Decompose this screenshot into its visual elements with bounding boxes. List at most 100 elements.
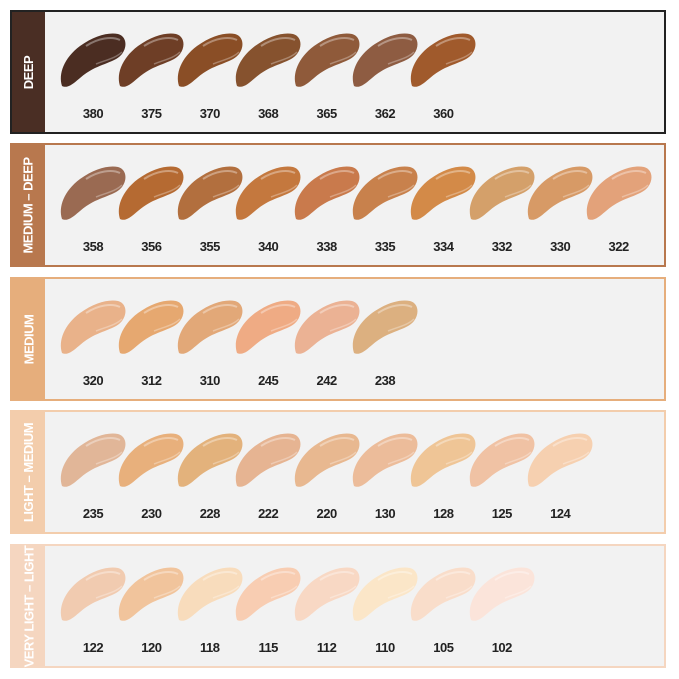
shade-swatch[interactable]: 230 [114, 428, 184, 523]
group-label-text: DEEP [21, 55, 36, 89]
shade-swatch[interactable]: 368 [231, 28, 301, 123]
shade-swatch[interactable]: 220 [290, 428, 360, 523]
shade-code: 370 [199, 106, 221, 121]
shade-swatch[interactable]: 330 [523, 161, 593, 256]
shade-swatch[interactable]: 380 [56, 28, 126, 123]
shade-swatch[interactable]: 356 [114, 161, 184, 256]
shade-swatch[interactable]: 124 [523, 428, 593, 523]
swatch-smear [294, 300, 360, 354]
shade-swatch[interactable]: 120 [114, 562, 184, 657]
group-label-text: LIGHT – MEDIUM [21, 422, 37, 522]
shade-code: 118 [200, 640, 220, 655]
shade-swatch[interactable]: 340 [231, 161, 301, 256]
shade-swatch[interactable]: 360 [406, 28, 476, 123]
group-label: MEDIUM [12, 279, 45, 399]
shade-code: 332 [491, 239, 513, 254]
shade-swatch[interactable]: 128 [406, 428, 476, 523]
shade-code: 220 [316, 506, 337, 521]
shade-group: DEEP 380 375 370 368 365 362 360 [10, 10, 666, 134]
swatch-smear [411, 166, 476, 220]
shade-code: 115 [258, 640, 278, 655]
shade-code: 330 [550, 239, 571, 254]
shade-group: MEDIUM 320 312 310 245 242 238 [10, 277, 666, 401]
shade-swatch[interactable]: 110 [348, 562, 418, 657]
swatch-smear [119, 33, 184, 87]
swatch-smear [60, 33, 126, 87]
swatch-smear [352, 166, 418, 220]
shade-swatch[interactable]: 102 [465, 562, 535, 657]
shade-swatch[interactable]: 320 [56, 295, 126, 390]
swatch-smear [352, 300, 418, 354]
shade-swatch[interactable]: 362 [348, 28, 418, 123]
shade-swatch[interactable]: 125 [465, 428, 535, 523]
shade-swatch[interactable]: 242 [290, 295, 360, 390]
shade-code: 235 [82, 506, 104, 521]
swatch-smear [352, 433, 418, 487]
shade-code: 120 [141, 640, 162, 655]
shade-swatch[interactable]: 228 [173, 428, 243, 523]
shade-code: 322 [608, 239, 629, 254]
shade-swatch[interactable]: 235 [56, 428, 126, 523]
swatch-smear [411, 567, 476, 621]
shade-group: MEDIUM – DEEP 358 356 355 340 338 335 334 332 330… [10, 143, 666, 267]
shade-code: 356 [141, 239, 162, 254]
swatch-smear [177, 166, 243, 220]
shade-swatch[interactable]: 115 [231, 562, 301, 657]
shade-code: 238 [374, 373, 396, 388]
shade-code: 105 [433, 640, 454, 655]
shade-code: 358 [82, 239, 104, 254]
shade-code: 128 [433, 506, 454, 521]
swatch-smear [119, 166, 184, 220]
swatch-smear [119, 300, 184, 354]
group-label-text: MEDIUM [21, 314, 36, 364]
shade-swatch[interactable]: 222 [231, 428, 301, 523]
swatch-smear [177, 567, 243, 621]
shade-code: 312 [141, 373, 162, 388]
group-label: MEDIUM – DEEP [12, 145, 45, 265]
shade-swatch[interactable]: 322 [582, 161, 652, 256]
swatch-smear [352, 567, 418, 621]
group-label: LIGHT – MEDIUM [12, 412, 45, 532]
shade-code: 375 [141, 106, 162, 121]
shade-swatch[interactable]: 332 [465, 161, 535, 256]
swatch-smear [235, 166, 301, 220]
swatch-smear [527, 166, 593, 220]
swatch-smear [60, 567, 126, 621]
swatch-smear [235, 567, 301, 621]
shade-swatch[interactable]: 312 [114, 295, 184, 390]
shade-code: 222 [258, 506, 279, 521]
shade-swatch[interactable]: 355 [173, 161, 243, 256]
swatch-smear [527, 433, 593, 487]
shade-swatch[interactable]: 365 [290, 28, 360, 123]
shade-swatch[interactable]: 334 [406, 161, 476, 256]
shade-swatch[interactable]: 122 [56, 562, 126, 657]
shade-swatch[interactable]: 375 [114, 28, 184, 123]
swatch-smear [411, 433, 476, 487]
swatch-smear [469, 166, 535, 220]
shade-code: 335 [374, 239, 396, 254]
shade-swatch[interactable]: 335 [348, 161, 418, 256]
shade-swatch[interactable]: 338 [290, 161, 360, 256]
shade-swatch[interactable]: 238 [348, 295, 418, 390]
shade-swatch[interactable]: 358 [56, 161, 126, 256]
swatch-smear [60, 166, 126, 220]
swatch-smear [586, 166, 652, 220]
shade-code: 242 [316, 373, 337, 388]
shade-code: 122 [82, 640, 104, 655]
shade-swatch[interactable]: 105 [406, 562, 476, 657]
swatch-smear [469, 433, 535, 487]
shade-code: 362 [374, 106, 396, 121]
shade-code: 340 [258, 239, 279, 254]
swatch-smear [469, 567, 535, 621]
shade-swatch[interactable]: 370 [173, 28, 243, 123]
shade-code: 334 [433, 239, 454, 254]
shade-swatch[interactable]: 245 [231, 295, 301, 390]
shade-swatch[interactable]: 112 [290, 562, 360, 657]
swatch-smear [60, 300, 126, 354]
shade-code: 228 [199, 506, 221, 521]
shade-group: VERY LIGHT – LIGHT 122 120 118 115 112 110 105 1… [10, 544, 666, 668]
shade-swatch[interactable]: 118 [173, 562, 243, 657]
shade-swatch[interactable]: 310 [173, 295, 243, 390]
shade-code: 130 [374, 506, 396, 521]
shade-swatch[interactable]: 130 [348, 428, 418, 523]
